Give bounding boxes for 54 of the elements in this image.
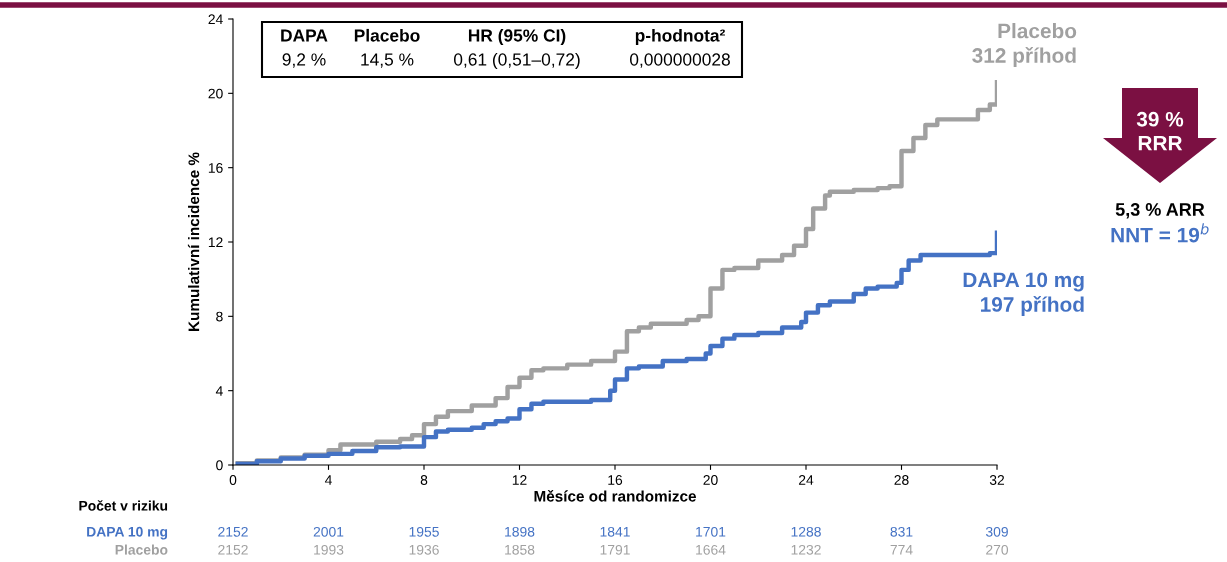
text: 270 — [986, 544, 1009, 555]
series-label: DAPA 10 mg — [963, 272, 1084, 292]
text: 1232 — [791, 544, 821, 555]
text: 1791 — [600, 544, 630, 555]
y-axis-title: Kumulativní incidence % — [187, 152, 200, 331]
text: 1955 — [409, 526, 439, 537]
y-tick-label: 12 — [208, 237, 223, 248]
text: 1858 — [505, 544, 535, 555]
x-tick-label: 20 — [703, 475, 718, 485]
x-tick-label: 4 — [324, 475, 332, 485]
text: 1993 — [314, 544, 344, 555]
x-tick-label: 8 — [420, 475, 428, 485]
y-tick-label: 20 — [208, 88, 223, 99]
text: 1841 — [600, 526, 630, 537]
text: Placebo — [115, 544, 168, 555]
annotation: DAPA — [281, 29, 328, 42]
y-tick-label: 0 — [216, 460, 223, 471]
text: 1898 — [505, 526, 535, 537]
y-tick-label: 4 — [215, 386, 223, 396]
text: 774 — [890, 545, 913, 555]
annotation: 312 příhod — [972, 47, 1076, 67]
annotation: Placebo — [354, 28, 420, 42]
x-tick-label: 16 — [608, 475, 623, 485]
x-tick-label: 24 — [798, 475, 814, 485]
text: 309 — [985, 526, 1008, 537]
text: 5,3 % ARR — [1115, 203, 1205, 219]
x-tick-label: 28 — [894, 475, 909, 485]
x-axis-title: Měsíce od randomizce — [534, 490, 696, 502]
text: Placebo — [998, 23, 1077, 39]
annotation: 197 příhod — [980, 296, 1084, 316]
text: 2001 — [313, 526, 344, 537]
annotation: 0,000000028 — [629, 53, 730, 68]
annotation: 14,5 % — [361, 53, 414, 68]
text: 1664 — [696, 544, 726, 555]
x-tick-label: 0 — [229, 475, 237, 485]
text: 2152 — [218, 526, 248, 537]
x-tick-label: 12 — [512, 475, 527, 485]
text: 1701 — [696, 526, 726, 537]
text: 39 % RRR — [1136, 111, 1184, 151]
text: 831 — [890, 526, 913, 537]
y-tick-label: 16 — [208, 163, 223, 173]
annotation: 9,2 % — [282, 53, 326, 68]
annotation: HR (95% CI) — [468, 28, 566, 46]
text: 1288 — [791, 526, 821, 537]
text: DAPA 10 mg — [87, 526, 168, 540]
x-tick-label: 32 — [989, 475, 1005, 485]
annotation: 0,61 (0,51–0,72) — [453, 52, 580, 70]
text: 2152 — [218, 544, 248, 555]
text: 1936 — [409, 544, 439, 555]
text: Počet v riziku — [79, 500, 168, 511]
y-tick-label: 24 — [208, 14, 223, 25]
text: NNT = 19$^{b}$ — [1111, 223, 1209, 243]
y-tick-label: 8 — [216, 311, 223, 322]
annotation: p-hodnota² — [635, 28, 725, 46]
